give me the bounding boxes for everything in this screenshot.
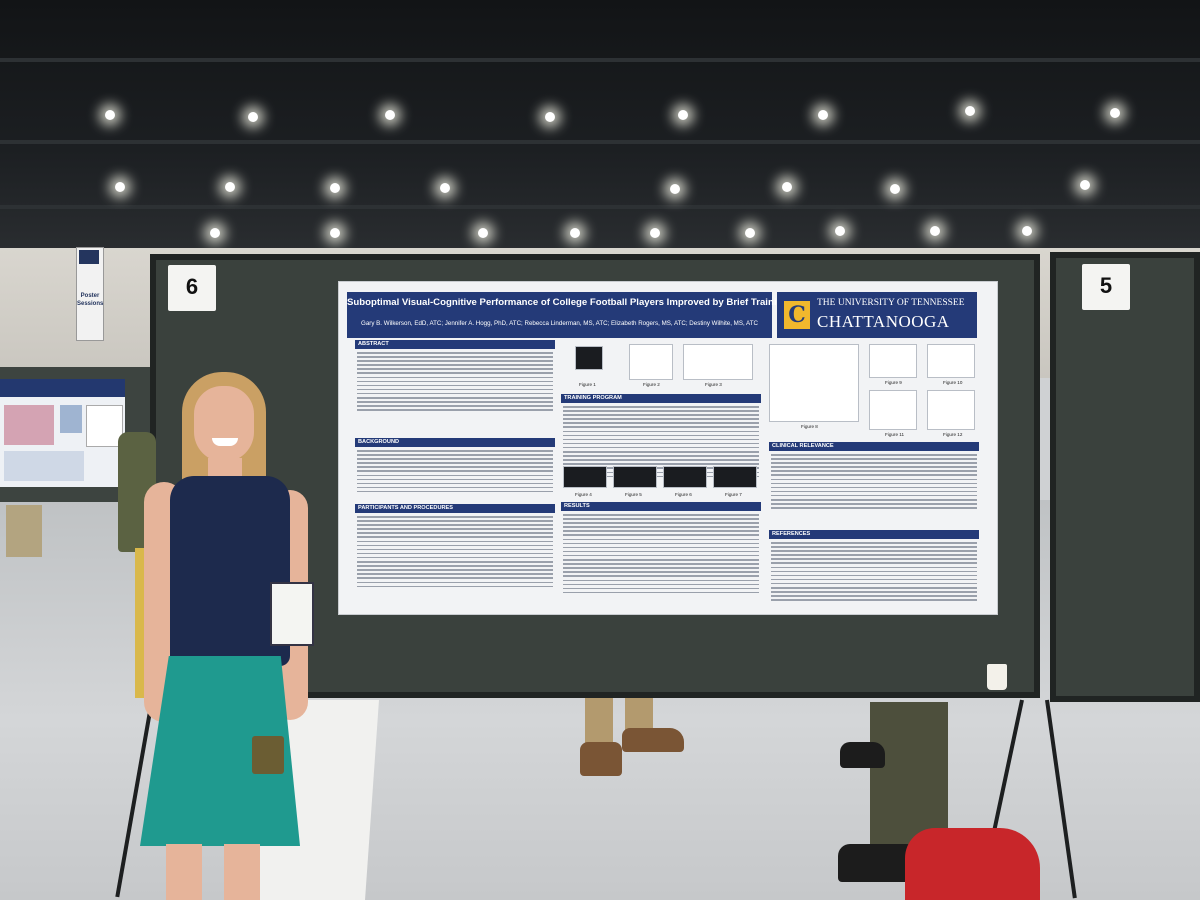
ceiling-light: [965, 106, 975, 116]
figure-label: Figure 12: [943, 432, 963, 437]
ceiling-light: [818, 110, 828, 120]
figure-2-chart: [629, 344, 673, 380]
ceiling-light: [385, 110, 395, 120]
figure-label: Figure 4: [575, 492, 592, 497]
ceiling-light: [545, 112, 555, 122]
section-header-results: RESULTS: [561, 502, 761, 511]
abstract-text: [357, 352, 553, 413]
figure-9-chart: [869, 344, 917, 378]
figure-label: Figure 2: [643, 382, 660, 387]
training-text: [563, 406, 759, 480]
figure-label: Figure 7: [725, 492, 742, 497]
face: [194, 386, 254, 462]
ceiling-truss: [0, 140, 1200, 144]
section-header-abstract: ABSTRACT: [355, 340, 555, 349]
leg: [224, 844, 260, 900]
research-poster: Suboptimal Visual-Cognitive Performance …: [338, 281, 998, 615]
figure-label: Figure 9: [885, 380, 902, 385]
poster-title-bar: Suboptimal Visual-Cognitive Performance …: [347, 292, 834, 338]
figure-6-image: [663, 466, 707, 488]
poster-sessions-banner: Poster Sessions: [76, 247, 104, 341]
figure-label: Figure 10: [943, 380, 963, 385]
poster-board-5: [1050, 252, 1200, 702]
ceiling-light: [210, 228, 220, 238]
board-number-6: 6: [168, 265, 216, 311]
figure-12-chart: [927, 390, 975, 430]
section-header-background: BACKGROUND: [355, 438, 555, 447]
figure-11-chart: [869, 390, 917, 430]
section-header-references: REFERENCES: [769, 530, 979, 539]
red-backpack: [905, 828, 1040, 900]
results-text: [563, 514, 759, 596]
ceiling-light: [330, 228, 340, 238]
figure-10-chart: [927, 344, 975, 378]
section-header-participants: PARTICIPANTS AND PROCEDURES: [355, 504, 555, 513]
figure-label: Figure 11: [885, 432, 905, 437]
background-poster: [0, 379, 125, 487]
figure-7-image: [713, 466, 757, 488]
figure-label: Figure 8: [801, 424, 818, 429]
section-header-clinical: CLINICAL RELEVANCE: [769, 442, 979, 451]
banner-line: Sessions: [77, 301, 104, 307]
poster-authors: Gary B. Wilkerson, EdD, ATC; Jennifer A.…: [361, 320, 758, 327]
figure-label: Figure 3: [705, 382, 722, 387]
ceiling-light: [330, 183, 340, 193]
ceiling-light: [782, 182, 792, 192]
coffee-cup: [252, 736, 284, 774]
leg: [166, 844, 202, 900]
shoe: [622, 728, 684, 752]
background-person-legs: [6, 505, 42, 557]
paper-cup: [987, 664, 1007, 690]
figure-label: Figure 6: [675, 492, 692, 497]
figure-label: Figure 5: [625, 492, 642, 497]
name-badge: [270, 582, 314, 646]
references-text: [771, 542, 977, 603]
ceiling-light: [478, 228, 488, 238]
ceiling-light: [1022, 226, 1032, 236]
banner-line: Poster: [80, 293, 100, 299]
background-text: [357, 450, 553, 495]
figure-4-image: [563, 466, 607, 488]
ceiling-light: [570, 228, 580, 238]
figure-3-diagram: [683, 344, 753, 380]
utc-c-mark: C: [784, 301, 810, 329]
participants-text: [357, 516, 553, 590]
ceiling-truss: [0, 205, 1200, 209]
ceiling-truss: [0, 58, 1200, 62]
ceiling-light: [678, 110, 688, 120]
ceiling-light: [225, 182, 235, 192]
background-person-legs: [585, 698, 613, 744]
ceiling-light: [1080, 180, 1090, 190]
clinical-text: [771, 454, 977, 511]
shoe: [580, 742, 622, 776]
ceiling-light: [745, 228, 755, 238]
ceiling: [0, 0, 1200, 250]
figure-1-image: [575, 346, 603, 370]
ceiling-light: [248, 112, 258, 122]
ceiling-light: [670, 184, 680, 194]
ceiling-light: [930, 226, 940, 236]
banner-logo: [79, 250, 99, 264]
ceiling-light: [835, 226, 845, 236]
shoe: [840, 742, 885, 768]
figure-8-diagram: [769, 344, 859, 422]
board-number-5: 5: [1082, 264, 1130, 310]
ceiling-light: [115, 182, 125, 192]
figure-label: Figure 1: [579, 382, 596, 387]
figure-5-image: [613, 466, 657, 488]
ceiling-light: [650, 228, 660, 238]
background-person-legs: [625, 698, 653, 732]
presenter-woman: [130, 372, 330, 900]
poster-title: Suboptimal Visual-Cognitive Performance …: [347, 297, 834, 308]
ceiling-light: [890, 184, 900, 194]
ceiling-light: [1110, 108, 1120, 118]
ceiling-light: [105, 110, 115, 120]
section-header-training: TRAINING PROGRAM: [561, 394, 761, 403]
ceiling-light: [440, 183, 450, 193]
smile: [212, 438, 238, 446]
university-logo: C THE UNIVERSITY OF TENNESSEE CHATTANOOG…: [777, 292, 977, 338]
logo-line-1: THE UNIVERSITY OF TENNESSEE: [817, 298, 965, 308]
logo-line-2: CHATTANOOGA: [817, 312, 950, 331]
